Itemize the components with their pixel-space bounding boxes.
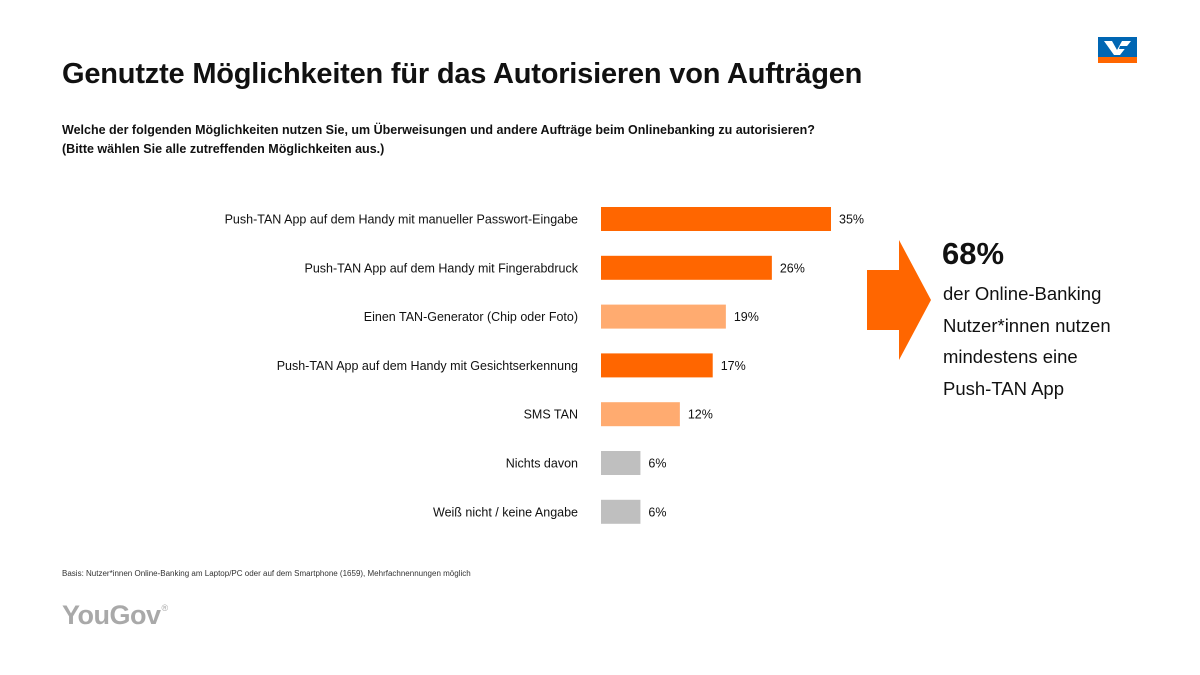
category-label: Push-TAN App auf dem Handy mit Gesichtse…	[277, 359, 578, 373]
category-label: SMS TAN	[524, 408, 578, 422]
callout-line-1: der Online-Banking	[943, 283, 1102, 304]
callout-line-2: Nutzer*innen nutzen	[943, 314, 1111, 336]
category-label: Einen TAN-Generator (Chip oder Foto)	[364, 310, 578, 324]
yougov-logo: YouGov®	[62, 600, 168, 631]
bar	[601, 255, 772, 280]
bar	[601, 499, 641, 524]
volksbank-logo-icon	[1098, 37, 1137, 63]
bar-value-label: 35%	[839, 213, 864, 227]
page-title: Genutzte Möglichkeiten für das Autorisie…	[62, 58, 863, 90]
bar-value-label: 17%	[721, 359, 746, 373]
callout-text: der Online-Banking Nutzer*innen nutzen m…	[943, 278, 1193, 404]
yougov-logo-text: YouGov	[62, 600, 161, 630]
bar	[601, 451, 641, 475]
footnote: Basis: Nutzer*innen Online-Banking am La…	[62, 569, 471, 578]
bar-value-label: 19%	[734, 310, 759, 324]
question-line-1: Welche der folgenden Möglichkeiten nutze…	[62, 123, 815, 137]
callout-line-4: Push-TAN App	[943, 377, 1064, 399]
category-label: Nichts davon	[506, 457, 578, 471]
callout-value: 68%	[942, 236, 1005, 271]
category-label: Push-TAN App auf dem Handy mit manueller…	[225, 213, 578, 227]
bar	[601, 402, 680, 427]
question-text: Welche der folgenden Möglichkeiten nutze…	[62, 121, 815, 159]
callout-arrow-icon	[867, 240, 931, 360]
question-line-2: (Bitte wählen Sie alle zutreffenden Mögl…	[62, 142, 385, 156]
bar-value-label: 6%	[648, 457, 666, 471]
bar-value-label: 6%	[648, 505, 666, 519]
yougov-registered-mark: ®	[161, 603, 169, 613]
bar	[601, 353, 713, 378]
bar	[601, 304, 726, 329]
category-label: Push-TAN App auf dem Handy mit Fingerabd…	[304, 261, 578, 275]
bar	[601, 207, 831, 231]
bar-value-label: 12%	[688, 408, 713, 422]
category-label: Weiß nicht / keine Angabe	[433, 505, 578, 519]
bar-value-label: 26%	[780, 261, 805, 275]
callout-line-3: mindestens eine	[943, 346, 1078, 367]
